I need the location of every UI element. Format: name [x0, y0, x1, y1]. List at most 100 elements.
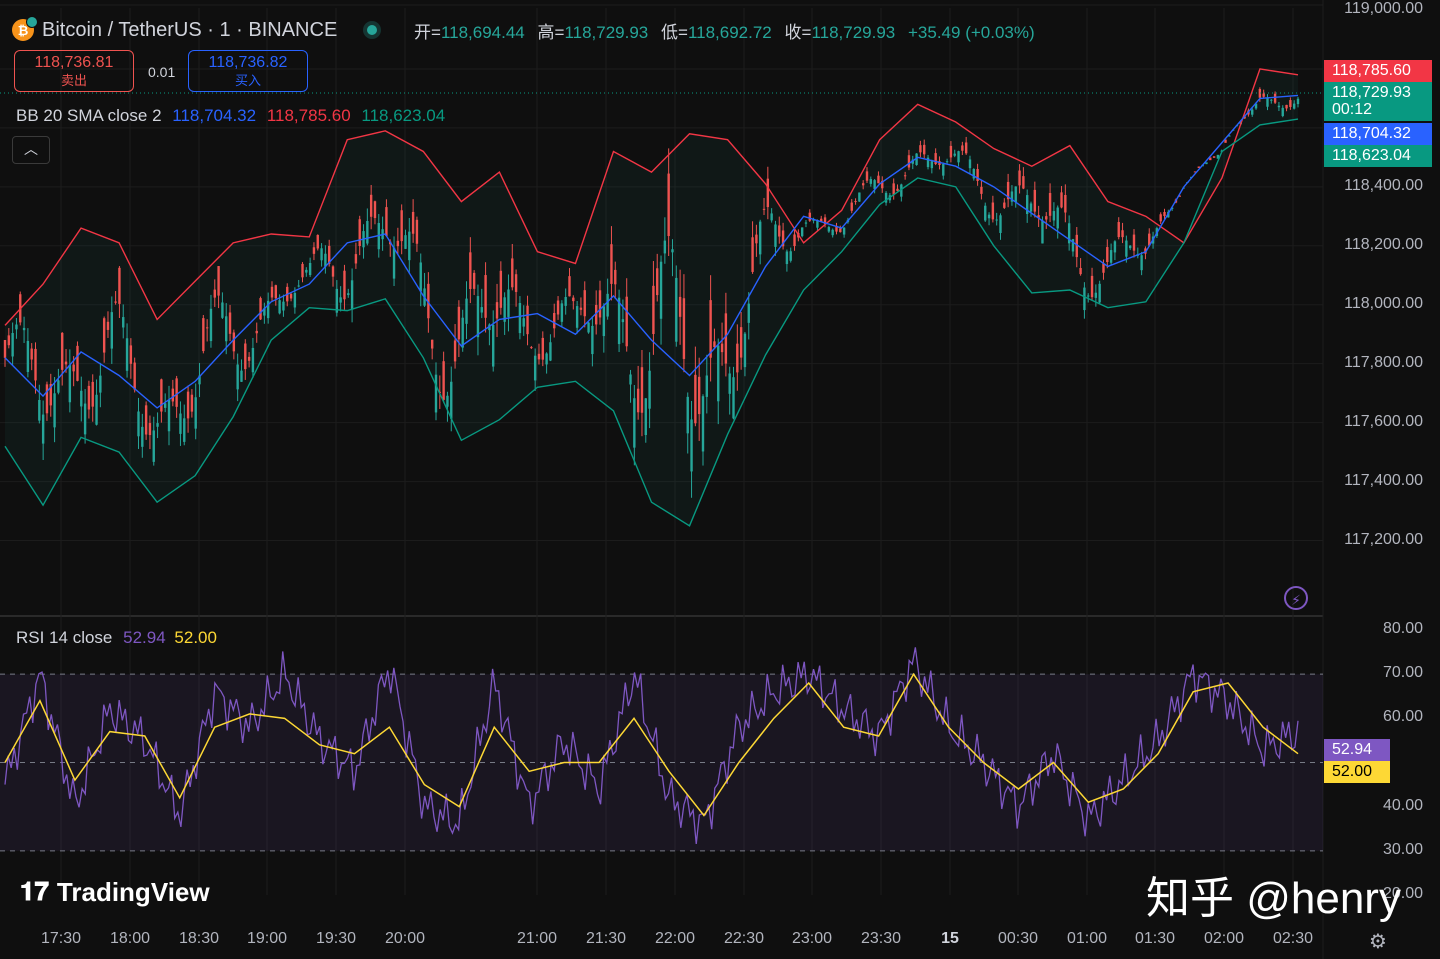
candle-body: [102, 318, 106, 353]
candle-body: [87, 385, 91, 410]
candle-body: [724, 313, 728, 364]
rsi-legend[interactable]: RSI 14 close 52.94 52.00: [16, 628, 217, 648]
candle-body: [621, 319, 625, 323]
candle-body: [274, 285, 278, 299]
candle-body: [38, 399, 41, 421]
candle-body: [484, 275, 487, 318]
candle-body: [1273, 93, 1277, 103]
buy-button[interactable]: 118,736.82 买入: [188, 50, 308, 92]
candle-body: [1254, 103, 1258, 109]
candle-body: [1117, 222, 1120, 238]
candle-body: [858, 192, 861, 202]
candle-body: [522, 318, 525, 327]
watermark: 知乎 @henry: [1146, 874, 1401, 923]
candle-body: [446, 395, 449, 407]
rsi-axis-label: 60.00: [1382, 708, 1423, 726]
rsi-axis-label: 20.00: [1382, 885, 1423, 902]
price-tag: 118,729.93: [1324, 82, 1432, 104]
candle-body: [812, 219, 815, 221]
candle-body: [404, 235, 407, 249]
candle-body: [1266, 97, 1269, 107]
candle-body: [30, 348, 33, 360]
time-axis-label: 20:00: [384, 930, 426, 947]
candle-body: [774, 224, 777, 247]
candle-body: [697, 376, 701, 415]
candle-body: [91, 381, 94, 407]
candle-body: [594, 304, 598, 325]
candle-body: [1285, 104, 1288, 109]
candle-body: [465, 298, 468, 324]
candle-body: [1178, 195, 1181, 197]
candle-body: [11, 333, 14, 357]
candle-body: [1205, 162, 1208, 165]
bb-lower-line: [4, 118, 1299, 527]
collapse-indicators-button[interactable]: ︿: [12, 136, 50, 164]
time-axis-label: 23:30: [860, 930, 902, 947]
buy-label: 买入: [234, 73, 261, 88]
gear-icon[interactable]: ⚙: [1369, 931, 1387, 953]
candle-body: [747, 303, 750, 323]
candle-body: [461, 317, 464, 348]
candle-body: [1052, 211, 1056, 221]
rsi-axis-label: 80.00: [1382, 620, 1423, 637]
candle-body: [827, 227, 831, 232]
candle-body: [61, 332, 64, 370]
candle-body: [1251, 109, 1254, 115]
candle-body: [743, 333, 747, 368]
candle-body: [602, 306, 606, 337]
candle-body: [690, 419, 693, 472]
lightning-icon[interactable]: ⚡: [1284, 586, 1308, 610]
bb-upper-value: 118,785.60: [266, 106, 351, 125]
candle-body: [1148, 233, 1151, 246]
candle-body: [415, 219, 419, 244]
candle-body: [949, 145, 953, 158]
candle-body: [854, 201, 857, 203]
candle-body: [110, 312, 113, 349]
candle-body: [148, 423, 152, 436]
candle-body: [179, 413, 182, 434]
candle-body: [1270, 99, 1273, 101]
candle-body: [503, 297, 506, 322]
candle-body: [560, 303, 564, 322]
candle-body: [263, 308, 266, 316]
time-axis-label: 18:00: [109, 930, 151, 947]
candle-body: [1170, 207, 1174, 210]
candle-body: [1087, 295, 1090, 297]
candle-body: [923, 144, 926, 155]
candle-body: [930, 161, 934, 169]
symbol-title[interactable]: Bitcoin / TetherUS · 1 · BINANCE: [42, 18, 338, 41]
candle-body: [793, 234, 796, 247]
candle-body: [244, 343, 247, 370]
candle-body: [984, 205, 987, 221]
candle-body: [808, 212, 811, 221]
rsi-axis-label: 40.00: [1382, 796, 1423, 814]
candle-body: [778, 225, 781, 237]
candle-body: [759, 221, 762, 255]
candle-body: [789, 251, 792, 261]
candle-body: [324, 253, 327, 267]
time-axis-label: 02:00: [1203, 930, 1245, 947]
candle-body: [1197, 166, 1201, 168]
bb-legend[interactable]: BB 20 SMA close 2 118,704.32 118,785.60 …: [16, 106, 445, 126]
candle-body: [34, 348, 37, 381]
sell-button[interactable]: 118,736.81 卖出: [14, 50, 134, 92]
candle-body: [907, 155, 911, 168]
candle-body: [1056, 207, 1059, 229]
rsi-value: 52.94: [123, 628, 166, 647]
candle-body: [568, 276, 571, 297]
candle-body: [15, 324, 18, 330]
candle-body: [591, 325, 594, 355]
symbol-header[interactable]: ₿ Bitcoin / TetherUS · 1 · BINANCE: [12, 14, 378, 46]
bb-basis-value: 118,704.32: [172, 106, 257, 125]
candle-body: [671, 249, 674, 253]
candle-body: [278, 300, 281, 314]
candle-body: [717, 345, 720, 402]
candle-body: [1289, 100, 1292, 107]
candle-body: [198, 375, 201, 385]
time-axis-label: 23:00: [791, 930, 833, 947]
candle-body: [770, 213, 773, 221]
candle-body: [553, 312, 556, 329]
candle-body: [472, 272, 476, 289]
candle-body: [163, 403, 167, 408]
